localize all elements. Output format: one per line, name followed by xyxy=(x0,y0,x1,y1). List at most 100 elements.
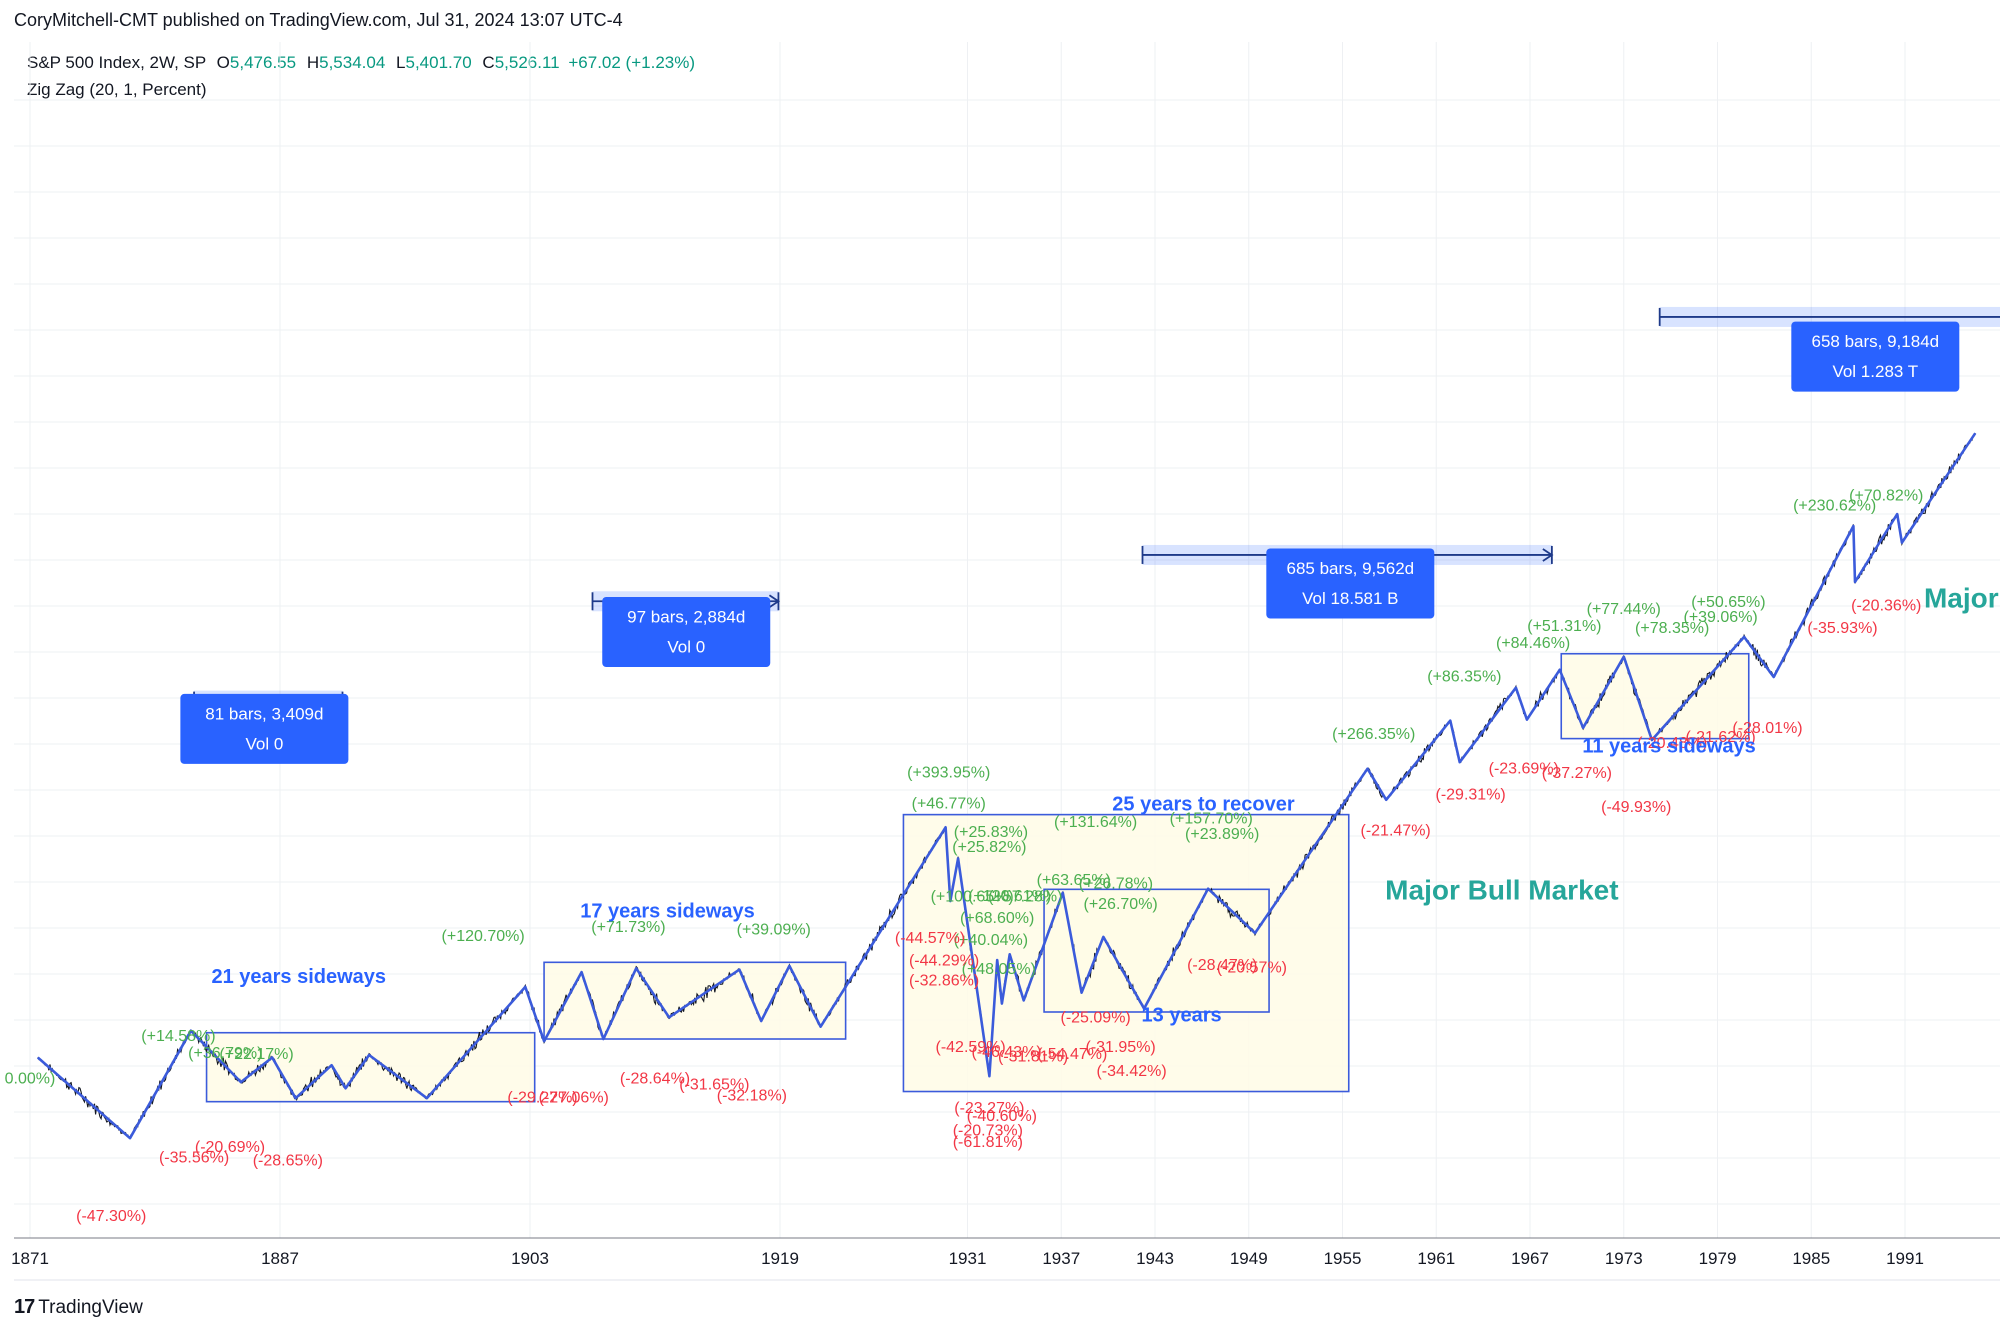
swing-label: (-44.57%) xyxy=(895,930,965,947)
swing-label: (+48.05%) xyxy=(962,961,1036,978)
swing-label: (-34.42%) xyxy=(1096,1063,1166,1080)
x-tick-label: 1973 xyxy=(1605,1249,1643,1268)
x-tick-label: 1919 xyxy=(761,1249,799,1268)
tradingview-logo[interactable]: 17 TradingView xyxy=(14,1296,143,1319)
swing-label: (+22.17%) xyxy=(219,1046,293,1063)
swing-label: (-40.60%) xyxy=(967,1108,1037,1125)
measure-bars-text: 658 bars, 9,184d xyxy=(1812,332,1940,351)
swing-label: (-54.47%) xyxy=(1037,1046,1107,1063)
x-tick-label: 1961 xyxy=(1417,1249,1455,1268)
close-value: 5,526.11 xyxy=(494,53,560,72)
swing-label: (+84.46%) xyxy=(1496,635,1570,652)
measure-info-box xyxy=(180,693,349,764)
low-label: L xyxy=(396,53,406,72)
swing-label: (-32.86%) xyxy=(909,973,979,990)
x-tick-label: 1943 xyxy=(1136,1249,1174,1268)
swing-label: (+51.31%) xyxy=(1527,618,1601,635)
zigzag-series xyxy=(36,432,1977,1140)
low-value: 5,401.70 xyxy=(405,53,472,72)
swing-label: (-31.95%) xyxy=(1086,1039,1156,1056)
swing-label: (-31.65%) xyxy=(679,1076,749,1093)
consolidation-box xyxy=(205,1031,536,1103)
range-annotation: 21 years sideways xyxy=(211,966,386,988)
measure-info-box xyxy=(1791,321,1960,392)
change-value: +67.02 (+1.23%) xyxy=(568,53,696,72)
swing-label: (+71.73%) xyxy=(591,919,665,936)
swing-label: (+266.35%) xyxy=(1332,726,1415,743)
x-tick-label: 1931 xyxy=(949,1249,987,1268)
swing-label: (-20.36%) xyxy=(1851,597,1921,614)
x-tick-label: 1871 xyxy=(11,1249,49,1268)
swing-label: (-23.27%) xyxy=(954,1100,1024,1117)
swing-label: (+63.65%) xyxy=(1037,872,1111,889)
swing-label: (+68.60%) xyxy=(960,910,1034,927)
swing-label: (-29.27%) xyxy=(507,1089,577,1106)
swing-label: (-47.30%) xyxy=(76,1208,146,1225)
swing-label: (+50.65%) xyxy=(1691,594,1765,611)
indicator-legend[interactable]: Zig Zag (20, 1, Percent) xyxy=(27,80,207,99)
x-tick-label: 1937 xyxy=(1042,1249,1080,1268)
swing-label: (-32.18%) xyxy=(717,1088,787,1105)
swing-label: (+70.82%) xyxy=(1849,488,1923,505)
swing-label: 0.00%) xyxy=(5,1070,56,1087)
swing-label: (+86.35%) xyxy=(1427,669,1501,686)
swing-label: (-29.31%) xyxy=(1436,786,1506,803)
measure-bars-text: 97 bars, 2,884d xyxy=(627,607,745,626)
x-tick-label: 1955 xyxy=(1324,1249,1362,1268)
swing-label: (+26.70%) xyxy=(1083,896,1157,913)
swing-label: (+39.09%) xyxy=(737,922,811,939)
swing-label: (+78.35%) xyxy=(1635,620,1709,637)
close-label: C xyxy=(482,53,495,72)
swing-label: (-28.47%) xyxy=(1187,957,1257,974)
swing-label: (+77.44%) xyxy=(1587,601,1661,618)
swing-label: (-35.93%) xyxy=(1807,620,1877,637)
high-value: 5,534.04 xyxy=(319,53,386,72)
bull-market-label: Major B xyxy=(1924,582,2000,613)
swing-labels: 0.00%) (-47.30%) (+14.58%)(+36.79%)(+22.17… xyxy=(5,488,1924,1226)
swing-label: (+14.58%) xyxy=(141,1028,215,1045)
tradingview-brand: TradingView xyxy=(38,1296,143,1318)
text-annotations: 21 years sideways 17 years sideways 25 yea… xyxy=(211,582,2000,1026)
swing-label: (+393.95%) xyxy=(907,764,990,781)
x-tick-label: 1903 xyxy=(511,1249,549,1268)
open-label: O xyxy=(216,53,230,72)
range-annotation: 17 years sideways xyxy=(580,901,755,923)
range-annotation: 25 years to recover xyxy=(1112,794,1295,816)
swing-label: (+230.62%) xyxy=(1793,497,1876,514)
x-tick-label: 1949 xyxy=(1230,1249,1268,1268)
measure-info-box xyxy=(602,596,771,667)
swing-label: (-21.62%) xyxy=(1686,729,1756,746)
symbol-label: S&P 500 Index, 2W, SP xyxy=(27,53,206,72)
swing-label: (+131.64%) xyxy=(1054,814,1137,831)
swing-label: (-23.69%) xyxy=(1489,760,1559,777)
swing-label: (+23.89%) xyxy=(1185,826,1259,843)
measure-info-box xyxy=(1266,548,1435,619)
measure-volume-text: Vol 18.581 B xyxy=(1302,589,1398,608)
swing-label: (-20.73%) xyxy=(953,1123,1023,1140)
swing-label: (+26.78%) xyxy=(1079,875,1153,892)
measure-bars-text: 685 bars, 9,562d xyxy=(1287,559,1415,578)
swing-label: (-20.57%) xyxy=(1217,960,1287,977)
measure-volume-text: Vol 1.283 T xyxy=(1832,362,1918,381)
x-tick-label: 1887 xyxy=(261,1249,299,1268)
swing-label: (+46.77%) xyxy=(912,796,986,813)
range-annotation: 13 years xyxy=(1142,1005,1222,1027)
swing-label: (-28.64%) xyxy=(620,1070,690,1087)
x-tick-label: 1991 xyxy=(1886,1249,1924,1268)
swing-label: (-31.81%) xyxy=(998,1049,1068,1066)
range-measures: 81 bars, 3,409d Vol 0 97 bars, 2,884d Vol 0… xyxy=(180,306,2000,764)
swing-label: (-27.06%) xyxy=(539,1089,609,1106)
swing-label: (+25.82%) xyxy=(952,839,1026,856)
swing-label: (+40.04%) xyxy=(954,932,1028,949)
measure-volume-text: Vol 0 xyxy=(245,734,283,753)
swing-label: (-28.01%) xyxy=(1732,720,1802,737)
x-tick-label: 1979 xyxy=(1699,1249,1737,1268)
swing-label: (-46.43%) xyxy=(971,1044,1041,1061)
x-tick-label: 1985 xyxy=(1792,1249,1830,1268)
swing-label: (-25.09%) xyxy=(1061,1009,1131,1026)
high-label: H xyxy=(306,53,320,72)
swing-label: (-37.27%) xyxy=(1542,765,1612,782)
swing-label: (-28.65%) xyxy=(253,1153,323,1170)
swing-label: (+39.06%) xyxy=(1683,609,1757,626)
